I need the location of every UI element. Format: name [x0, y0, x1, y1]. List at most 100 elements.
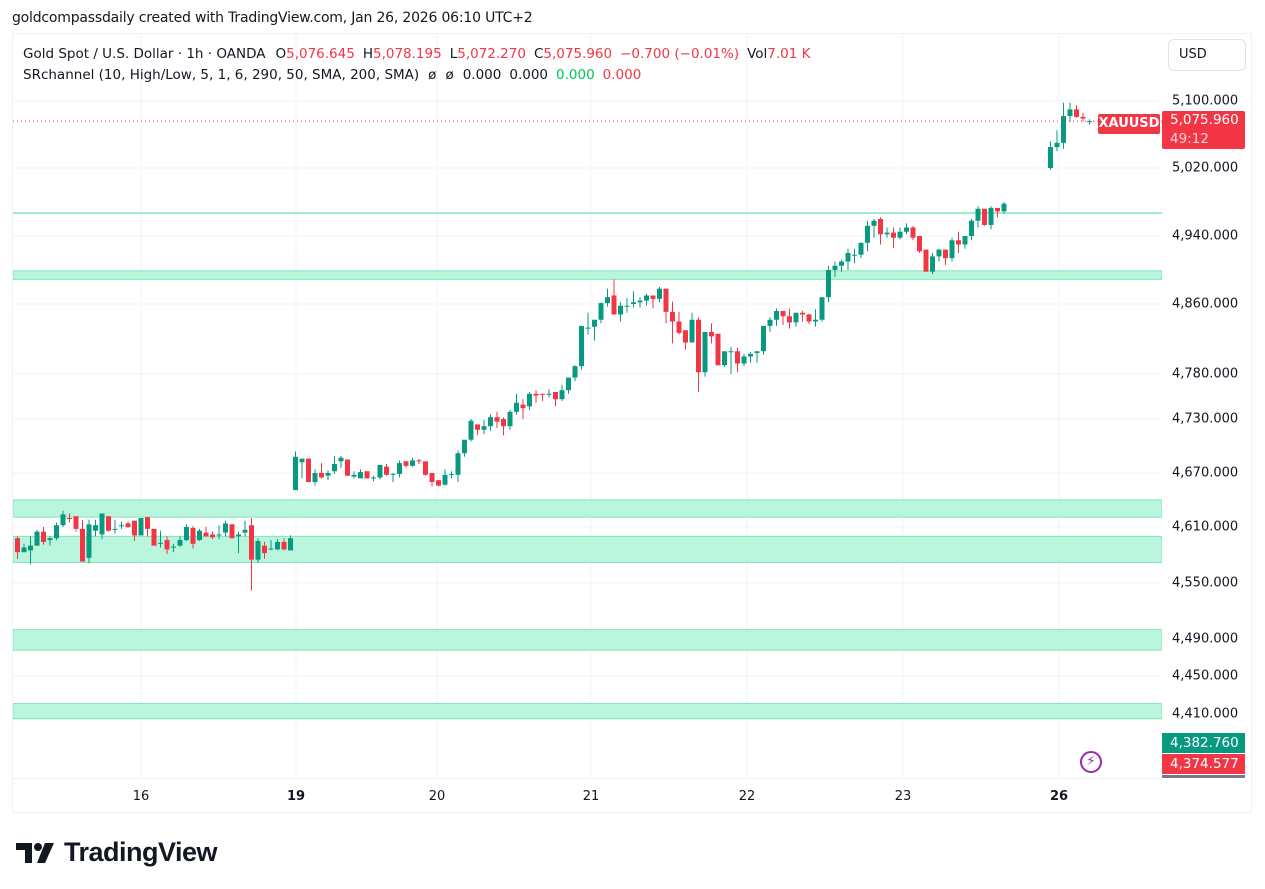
candle-body — [507, 411, 513, 427]
candle-body — [501, 419, 506, 427]
price-tick-label: 5,020.000 — [1172, 160, 1239, 176]
sr-channel-band — [13, 703, 1162, 720]
candle-body — [216, 534, 222, 536]
candle-body — [923, 249, 929, 272]
candle-body — [975, 208, 981, 221]
candle-body — [60, 514, 66, 526]
candle-body — [93, 525, 98, 531]
candle-body — [936, 249, 942, 257]
candle-body — [748, 353, 753, 357]
high-label: H — [362, 46, 373, 62]
open-label: O — [275, 46, 287, 62]
candle-body — [449, 473, 454, 475]
candle-body — [1001, 203, 1007, 212]
candle-body — [689, 319, 695, 343]
candle-body — [624, 305, 630, 307]
candle-body — [332, 464, 337, 472]
candle-body — [819, 297, 825, 320]
candle-body — [364, 471, 370, 479]
candle-body — [839, 261, 844, 266]
candle-body — [943, 249, 948, 259]
currency-button[interactable]: USD — [1168, 39, 1246, 71]
candle-body — [754, 351, 760, 353]
candle-body — [605, 297, 610, 304]
candle-body — [99, 513, 105, 535]
candle-body — [488, 417, 493, 427]
candle-body — [800, 312, 805, 315]
candle-body — [930, 256, 935, 272]
candle-body — [832, 265, 838, 270]
candle-body — [184, 527, 189, 541]
lightning-icon[interactable]: ⚡︎ — [1080, 751, 1102, 773]
candle-body — [190, 527, 196, 544]
candle-body — [884, 232, 890, 235]
candle-body — [540, 393, 545, 395]
change-value: −0.700 (−0.01%) — [620, 46, 740, 62]
candlestick-chart[interactable] — [13, 34, 1162, 778]
candle-body — [650, 295, 656, 299]
candle-body — [962, 236, 968, 245]
indicator-value-2: ø — [445, 67, 454, 83]
candle-body — [982, 208, 987, 225]
candle-body — [164, 540, 170, 550]
chart-pane[interactable] — [13, 34, 1162, 778]
candle-body — [806, 314, 812, 322]
candle-body — [780, 311, 786, 317]
candle-body — [15, 538, 20, 553]
candle-body — [80, 528, 85, 562]
indicator-row: SRchannel (10, High/Low, 5, 1, 6, 290, 5… — [23, 65, 811, 86]
indicator-name[interactable]: SRchannel (10, High/Low, 5, 1, 6, 290, 5… — [23, 67, 420, 83]
candle-body — [177, 540, 183, 546]
price-tick-label: 5,100.000 — [1172, 93, 1239, 109]
price-axis-scrollbar[interactable] — [1162, 775, 1245, 778]
attribution-text: goldcompassdaily created with TradingVie… — [12, 10, 533, 26]
logo-text: TradingView — [64, 837, 218, 867]
candle-body — [696, 319, 701, 373]
candle-body — [325, 473, 331, 476]
candle-body — [158, 542, 163, 544]
candle-body — [527, 393, 532, 407]
time-tick-label: 22 — [738, 789, 756, 804]
symbol-description[interactable]: Gold Spot / U.S. Dollar · 1h · OANDA — [23, 46, 266, 62]
candle-body — [793, 312, 799, 323]
candle-body — [416, 460, 422, 462]
sr-channel-band — [13, 629, 1162, 651]
candle-body — [67, 518, 72, 519]
candle-body — [21, 547, 27, 553]
candle-body — [949, 240, 955, 259]
candle-body — [125, 523, 131, 527]
candle-body — [722, 351, 727, 366]
candle-body — [41, 531, 46, 542]
sr-channel-band — [13, 499, 1162, 518]
candle-body — [702, 332, 708, 373]
candle-body — [249, 525, 254, 560]
candle-body — [566, 377, 571, 391]
price-axis[interactable]: 5,100.000 5,020.000 4,940.000 4,860.000 4,78… — [1162, 34, 1251, 778]
indicator-value-6: 0.000 — [602, 67, 642, 83]
symbol-tag: XAUUSD — [1098, 114, 1160, 134]
candle-body — [106, 516, 111, 531]
chart-legend: Gold Spot / U.S. Dollar · 1h · OANDA O 5… — [23, 44, 811, 86]
tradingview-logo[interactable]: TradingView — [16, 837, 218, 868]
candle-body — [579, 325, 584, 367]
candle-body — [644, 295, 649, 301]
candle-body — [468, 420, 474, 440]
candle-body — [132, 520, 137, 536]
candle-body — [306, 458, 311, 482]
candle-body — [293, 456, 298, 491]
close-label: C — [533, 46, 544, 62]
price-tick-label: 4,780.000 — [1172, 366, 1239, 382]
candle-body — [514, 402, 519, 412]
volume-value: 7.01 K — [767, 46, 811, 62]
candle-body — [631, 302, 636, 304]
price-tick-label: 4,450.000 — [1172, 668, 1239, 684]
candle-body — [683, 330, 688, 343]
candle-body — [735, 351, 740, 364]
candle-body — [47, 538, 53, 541]
candle-body — [54, 525, 59, 539]
candle-body — [112, 528, 118, 530]
candle-body — [423, 461, 428, 475]
time-axis[interactable]: 16 19 20 21 22 23 26 — [13, 778, 1162, 813]
candle-body — [34, 531, 40, 546]
candle-body — [1080, 116, 1086, 119]
